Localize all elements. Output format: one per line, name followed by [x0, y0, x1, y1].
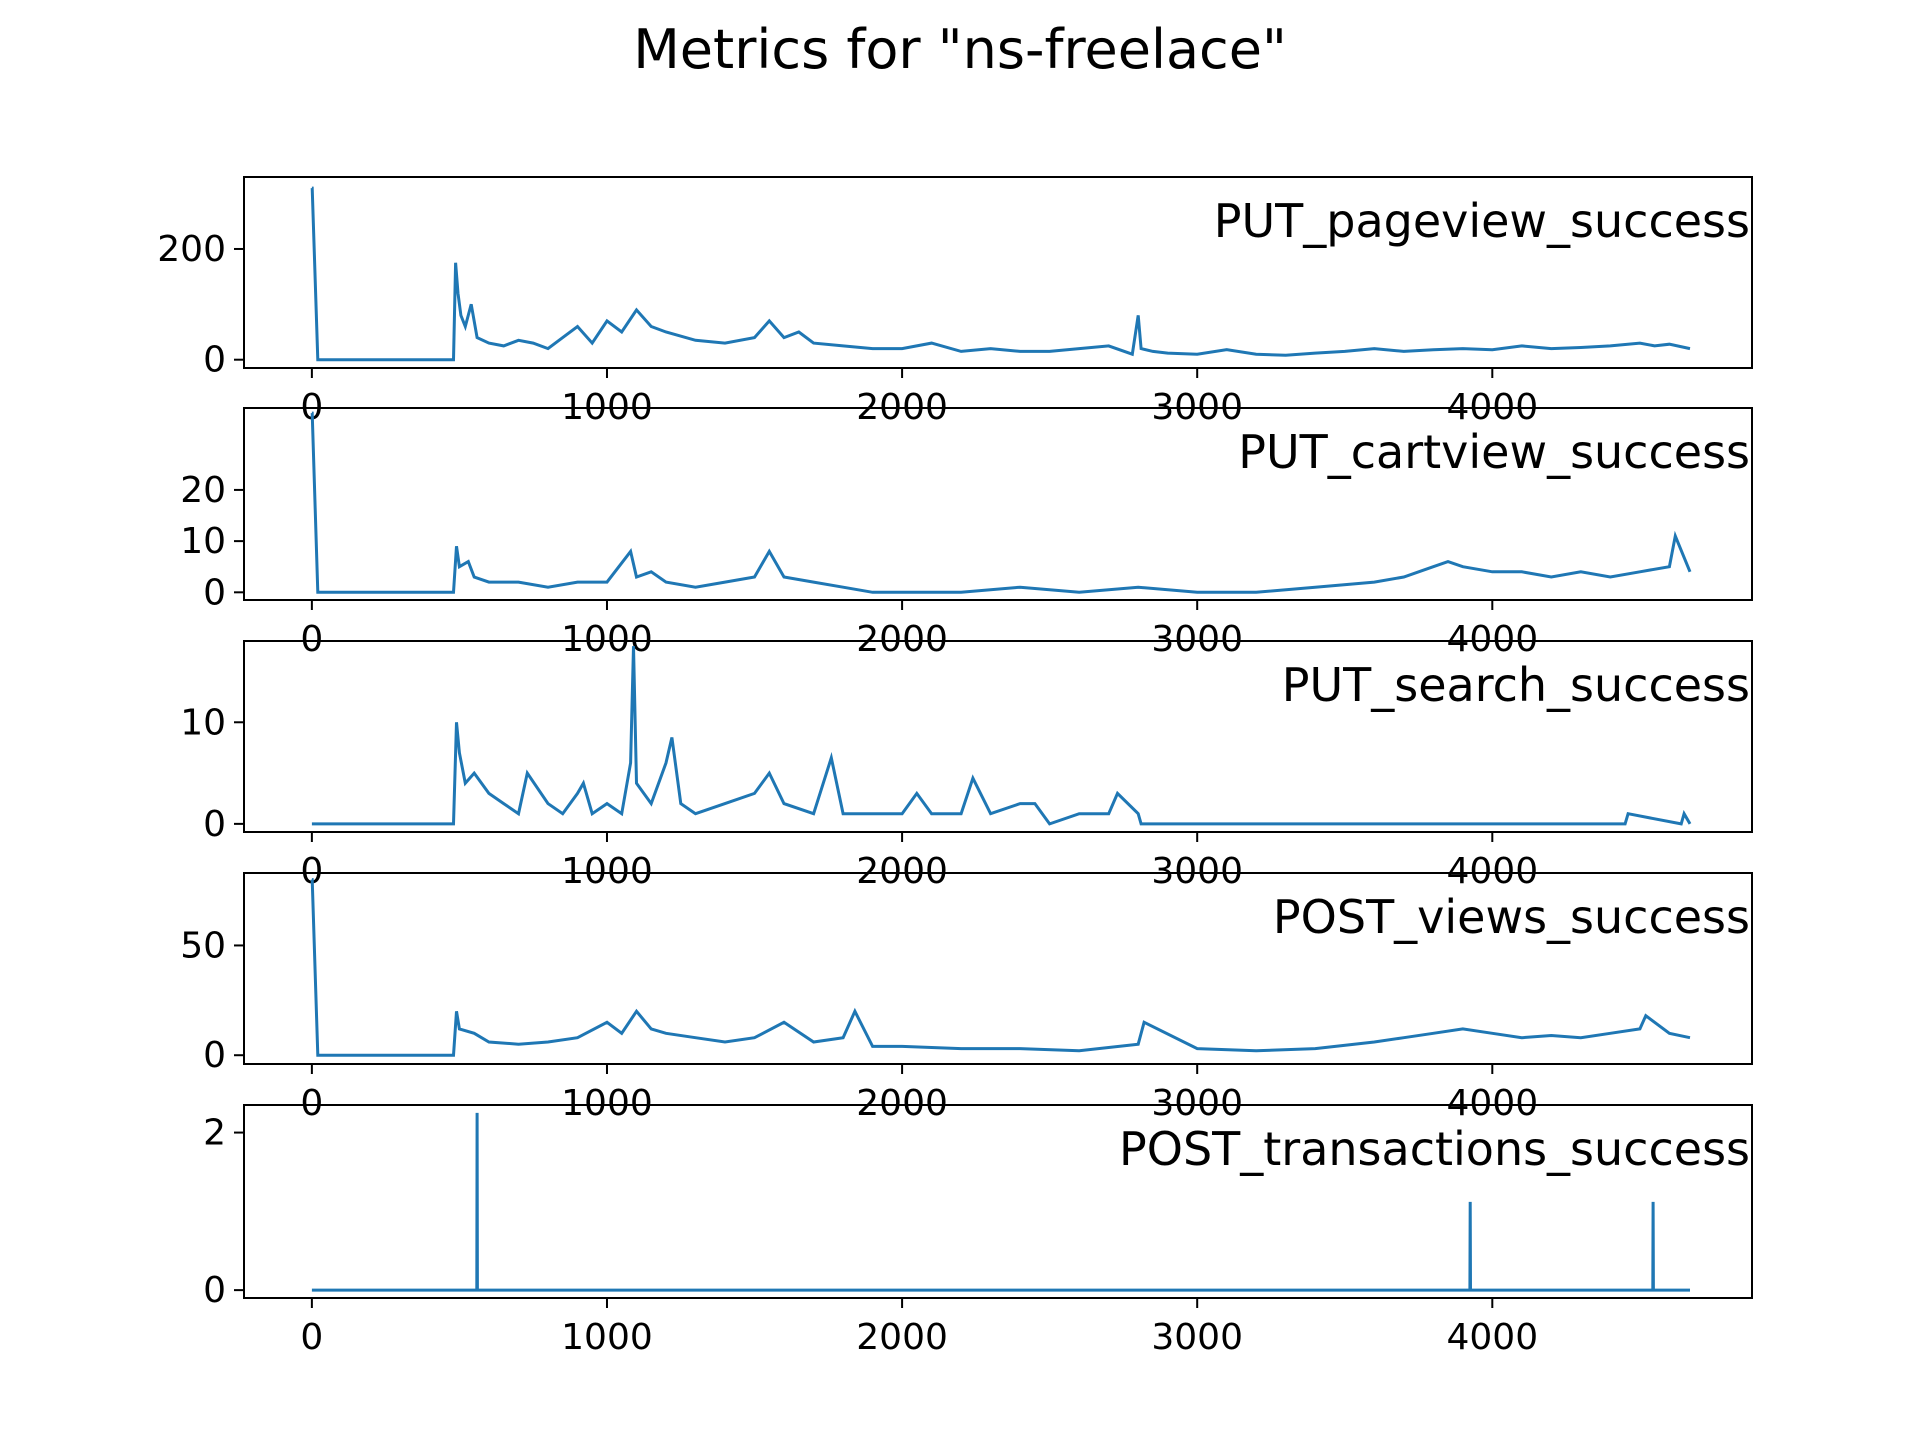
y-tick-label: 10	[180, 521, 226, 562]
series-label-PUT_pageview_success: PUT_pageview_success	[1214, 194, 1750, 248]
subplot-POST_transactions_success: 0 2 0 1000 2000 3000 4000 POST_transactions_suc…	[203, 1113, 1750, 1358]
series-label-PUT_search_success: PUT_search_success	[1282, 658, 1750, 712]
x-tick-label: 1000	[561, 619, 653, 660]
x-tick-label: 4000	[1446, 1083, 1538, 1124]
x-tick-label: 1000	[561, 1317, 653, 1358]
y-tick-label: 50	[180, 925, 226, 966]
x-tick-label: 4000	[1446, 1317, 1538, 1358]
y-tick-label: 0	[203, 1270, 226, 1311]
x-tick-label: 4000	[1446, 851, 1538, 892]
x-tick-label: 0	[300, 619, 323, 660]
axes-frame	[243, 407, 1753, 601]
series-label-POST_views_success: POST_views_success	[1273, 890, 1750, 944]
x-tick-label: 0	[300, 1083, 323, 1124]
x-tick-label: 2000	[856, 1083, 948, 1124]
x-tick-label: 2000	[856, 619, 948, 660]
series-line-PUT_pageview_success	[310, 186, 1691, 362]
x-tick-label: 1000	[561, 1083, 653, 1124]
y-tick-label: 0	[203, 340, 226, 381]
x-tick-label: 0	[300, 851, 323, 892]
y-tick-label: 10	[180, 702, 226, 743]
series-label-POST_transactions_success: POST_transactions_success	[1119, 1122, 1750, 1176]
series-line-PUT_search_success	[311, 646, 1692, 826]
y-tick-label: 0	[203, 1035, 226, 1076]
x-tick-label: 4000	[1446, 619, 1538, 660]
x-tick-label: 3000	[1151, 1083, 1243, 1124]
y-tick-label: 0	[203, 572, 226, 613]
subplot-PUT_cartview_success: 0 10 20 0 1000 2000 3000 4000 PUT_cartview_succe…	[180, 411, 1750, 660]
x-tick-label: 3000	[1151, 851, 1243, 892]
x-tick-label: 1000	[561, 851, 653, 892]
figure-title: Metrics for "ns-freelace"	[633, 18, 1287, 81]
x-tick-label: 3000	[1151, 1317, 1243, 1358]
axes-frame	[243, 640, 1753, 833]
y-tick-label: 0	[203, 804, 226, 845]
series-label-PUT_cartview_success: PUT_cartview_success	[1238, 425, 1750, 479]
x-tick-label: 3000	[1151, 619, 1243, 660]
y-tick-label: 2	[203, 1113, 226, 1154]
y-tick-label: 200	[157, 229, 226, 270]
axes-frame	[243, 1104, 1753, 1299]
series-line-PUT_cartview_success	[310, 411, 1692, 594]
x-tick-label: 0	[300, 1317, 323, 1358]
x-tick-label: 2000	[856, 851, 948, 892]
series-line-POST_transactions_success	[311, 1112, 1690, 1292]
axes-frame	[243, 872, 1753, 1065]
axes-frame	[243, 176, 1753, 369]
series-line-POST_views_success	[310, 878, 1691, 1057]
subplot-PUT_search_success: 0 10 0 1000 2000 3000 4000 PUT_search_success	[180, 646, 1750, 892]
y-tick-label: 20	[180, 470, 226, 511]
x-tick-label: 2000	[856, 1317, 948, 1358]
